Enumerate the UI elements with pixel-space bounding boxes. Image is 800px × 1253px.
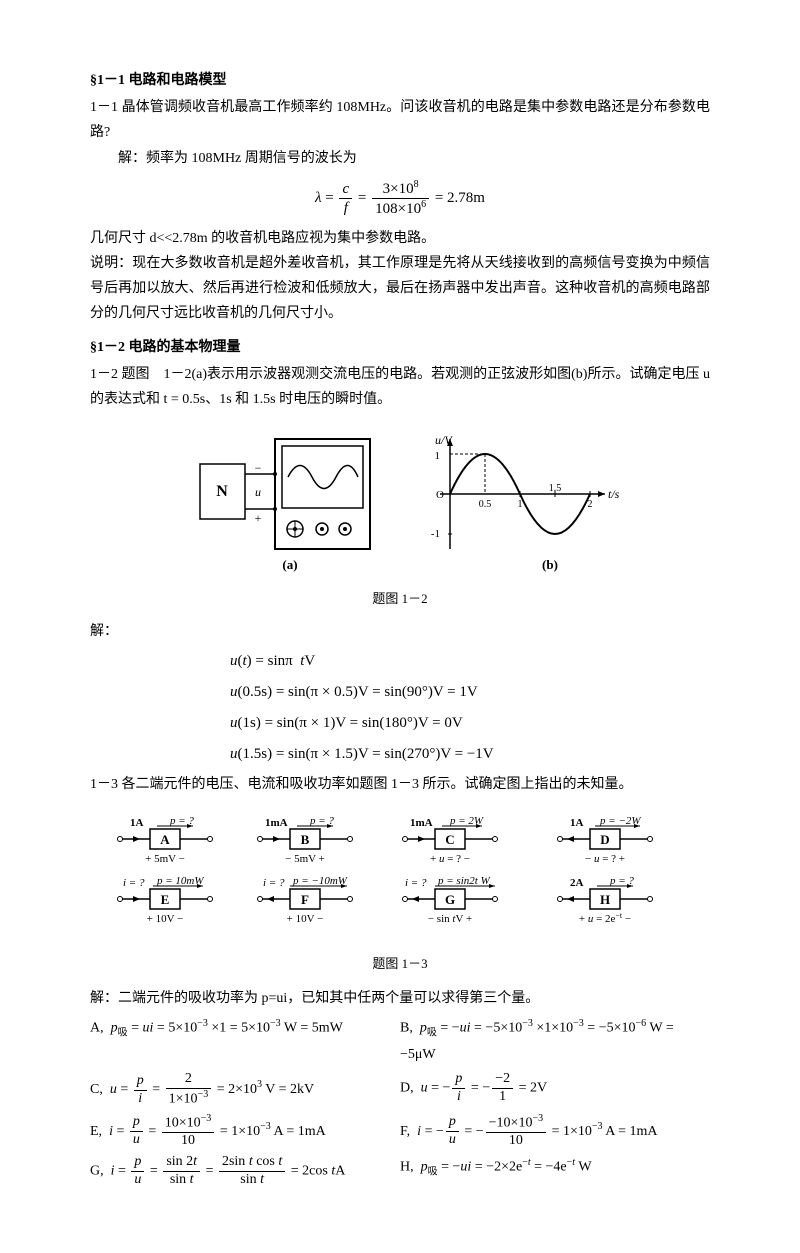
solution-row-EF: E, i = pu = 10×10−310 = 1×10−3 A = 1mA F…	[90, 1113, 710, 1150]
svg-text:u: u	[255, 485, 261, 499]
svg-text:E: E	[161, 892, 170, 907]
solution-1-1-intro: 解：频率为 108MHz 周期信号的波长为	[90, 146, 710, 171]
eq-u-1: u(1s) = sin(π × 1)V = sin(180°)V = 0V	[90, 710, 710, 737]
svg-text:+ 5mV −: + 5mV −	[145, 853, 185, 865]
figure-1-3-caption: 题图 1－3	[90, 952, 710, 975]
svg-text:2A: 2A	[570, 877, 584, 889]
svg-text:1A: 1A	[570, 817, 584, 829]
svg-text:-1: -1	[431, 528, 440, 540]
solution-row-GH: G, i = pu = sin 2tsin t = 2sin t cos tsi…	[90, 1154, 710, 1189]
svg-text:− 5mV +: − 5mV +	[285, 853, 325, 865]
svg-text:1A: 1A	[130, 817, 144, 829]
svg-text:+ 10V −: + 10V −	[147, 913, 184, 925]
solve-label: 解：	[90, 619, 710, 644]
svg-text:p = ?: p = ?	[169, 815, 194, 827]
svg-text:1mA: 1mA	[410, 817, 433, 829]
svg-text:p = ?: p = ?	[609, 875, 634, 887]
figure-1-2: N − + u (a)	[90, 424, 710, 583]
svg-text:N: N	[216, 483, 228, 500]
conclusion-1-1b: 说明：现在大多数收音机是超外差收音机，其工作原理是先将从天线接收到的高频信号变换…	[90, 251, 710, 327]
eq-u-05: u(0.5s) = sin(π × 0.5)V = sin(90°)V = 1V	[90, 679, 710, 706]
figure-1-3: A 1A p = ? + 5mV − B 1mA p = ? − 5mV +	[90, 809, 710, 948]
svg-text:(a): (a)	[282, 557, 297, 572]
svg-text:i = ?: i = ?	[123, 877, 145, 889]
svg-text:2: 2	[588, 499, 593, 510]
problem-1-1: 1－1 晶体管调频收音机最高工作频率约 108MHz。问该收音机的电路是集中参数…	[90, 95, 710, 145]
svg-text:+ u = ? −: + u = ? −	[430, 853, 470, 865]
conclusion-1-1a: 几何尺寸 d<<2.78m 的收音机电路应视为集中参数电路。	[90, 226, 710, 251]
svg-text:t/s: t/s	[608, 487, 620, 501]
svg-text:H: H	[600, 892, 610, 907]
svg-text:1: 1	[435, 450, 441, 462]
eq-u-t: u(t) = sinπ tV	[90, 648, 710, 675]
formula-wavelength: λ = cf = 3×108108×106 = 2.78m	[90, 179, 710, 218]
figure-1-2-caption: 题图 1－2	[90, 587, 710, 610]
svg-text:p = −10mW: p = −10mW	[292, 875, 348, 887]
svg-text:+ 10V −: + 10V −	[287, 913, 324, 925]
section1-title: §1－1 电路和电路模型	[90, 68, 710, 93]
section2-title: §1－2 电路的基本物理量	[90, 335, 710, 360]
svg-text:A: A	[160, 832, 170, 847]
svg-text:G: G	[445, 892, 455, 907]
svg-text:− sin tV +: − sin tV +	[428, 913, 472, 925]
solution-1-3-intro: 解：二端元件的吸收功率为 p=ui，已知其中任两个量可以求得第三个量。	[90, 986, 710, 1011]
svg-text:u/V: u/V	[435, 433, 453, 447]
svg-text:1mA: 1mA	[265, 817, 288, 829]
problem-1-2: 1－2 题图 1－2(a)表示用示波器观测交流电压的电路。若观测的正弦波形如图(…	[90, 362, 710, 412]
svg-text:B: B	[301, 832, 310, 847]
svg-text:+: +	[255, 511, 262, 525]
svg-text:C: C	[445, 832, 454, 847]
svg-text:0.5: 0.5	[479, 499, 492, 510]
svg-text:i = ?: i = ?	[405, 877, 427, 889]
svg-text:(b): (b)	[542, 557, 558, 572]
svg-text:p = sin2t W: p = sin2t W	[437, 875, 491, 887]
svg-text:D: D	[600, 832, 609, 847]
svg-text:F: F	[301, 892, 309, 907]
problem-1-3: 1－3 各二端元件的电压、电流和吸收功率如题图 1－3 所示。试确定图上指出的未…	[90, 772, 710, 797]
svg-text:1: 1	[518, 499, 523, 510]
svg-text:O: O	[436, 489, 444, 501]
solution-row-AB: A, p吸 = ui = 5×10−3 ×1 = 5×10−3 W = 5mW …	[90, 1015, 710, 1068]
eq-u-15: u(1.5s) = sin(π × 1.5)V = sin(270°)V = −…	[90, 741, 710, 768]
svg-text:+ u = 2e−t −: + u = 2e−t −	[579, 911, 631, 926]
svg-text:p = ?: p = ?	[309, 815, 334, 827]
svg-text:− u = ? +: − u = ? +	[585, 853, 625, 865]
solution-row-CD: C, u = pi = 21×10−3 = 2×103 V = 2kV D, u…	[90, 1071, 710, 1108]
svg-text:i = ?: i = ?	[263, 877, 285, 889]
svg-text:−: −	[255, 461, 262, 475]
